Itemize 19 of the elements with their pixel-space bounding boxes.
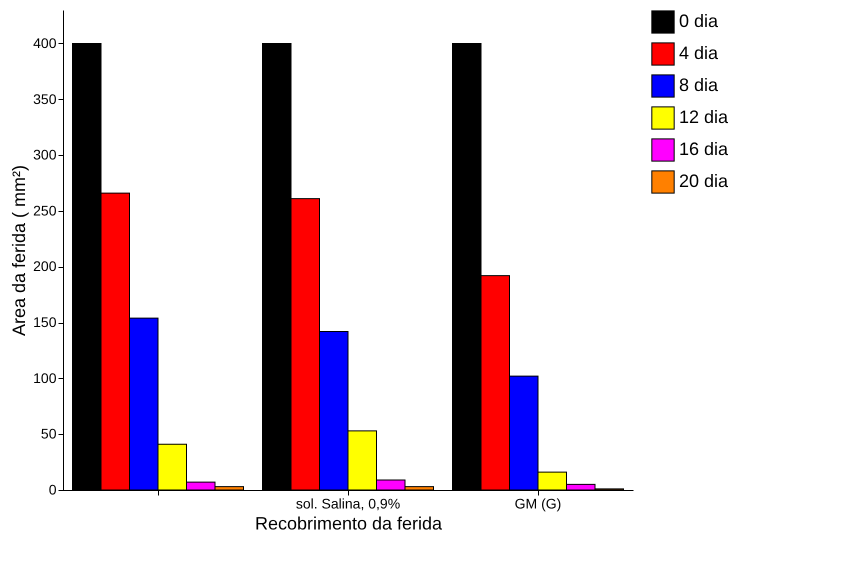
y-tick-label: 300 — [33, 146, 57, 163]
legend-label: 20 dia — [679, 171, 730, 191]
y-tick-label: 400 — [33, 34, 57, 51]
x-tick-label: sol. Salina, 0,9% — [296, 496, 400, 512]
legend-label: 0 dia — [679, 11, 720, 31]
x-tick-label: GM (G) — [514, 496, 562, 512]
y-tick-label: 150 — [33, 314, 57, 330]
legend-label: 4 dia — [679, 43, 720, 63]
legend-label: 12 dia — [679, 107, 730, 127]
y-tick-label: 200 — [33, 258, 57, 274]
y-tick-label: 350 — [33, 90, 57, 107]
y-tick-label: 100 — [33, 370, 57, 386]
y-tick-label: 50 — [40, 426, 57, 442]
y-axis-title: Area da ferida ( mm²) — [9, 164, 30, 336]
legend-label: 8 dia — [679, 75, 720, 95]
y-tick-label: 250 — [33, 202, 57, 218]
x-axis-title: Recobrimento da ferida — [254, 514, 444, 534]
legend-label: 16 dia — [679, 139, 730, 159]
y-tick-label: 0 — [48, 482, 57, 498]
